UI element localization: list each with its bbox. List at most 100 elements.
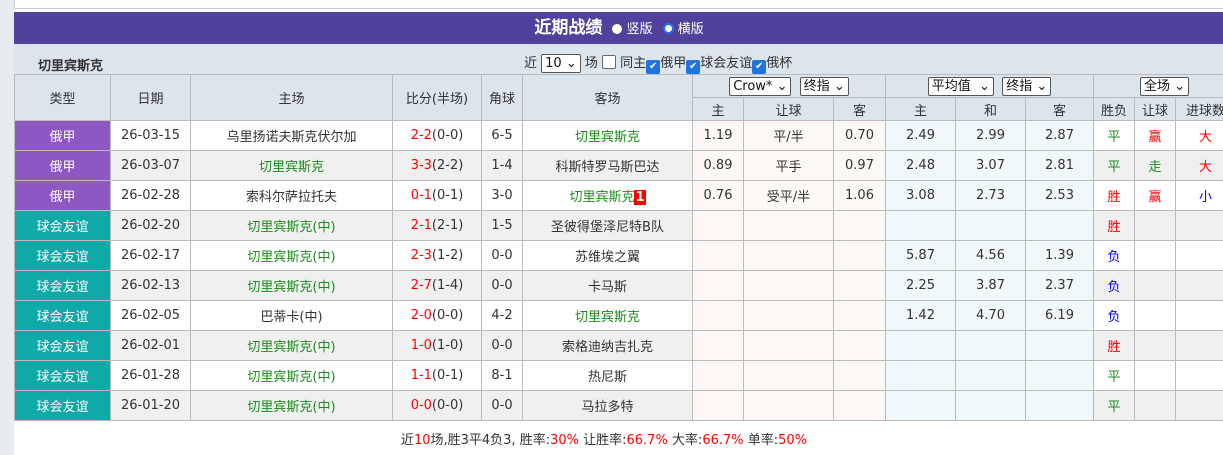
away-team[interactable]: 切里宾斯克	[522, 120, 693, 151]
avg-select[interactable]: 平均值 ⌄	[927, 76, 994, 96]
home-team[interactable]: 乌里扬诺夫斯克伏尔加	[190, 120, 393, 151]
avg-away: 2.87	[1025, 120, 1094, 151]
odds-handicap: 受平/半	[743, 180, 834, 211]
away-team[interactable]: 圣彼得堡泽尼特B队	[522, 210, 693, 241]
date-cell: 26-02-01	[110, 330, 191, 361]
odds-home	[692, 270, 744, 301]
league-cell[interactable]: 球会友谊	[14, 270, 111, 301]
avg-home: 2.49	[885, 120, 956, 151]
score-cell[interactable]: 2-7(1-4)	[392, 270, 482, 301]
odds-handicap	[743, 390, 834, 421]
league-checkbox-2[interactable]: ✔	[686, 60, 701, 74]
col-corner: 角球	[481, 74, 523, 121]
recent-record-panel: 近期战绩 竖版 横版 切里宾斯克 近 10 ⌄ 场 同主 ✔ 俄甲 ✔ 球会友谊 ✔ 俄杯 …	[14, 0, 1223, 455]
avg-home: 3.08	[885, 180, 956, 211]
handicap-result-cell	[1134, 300, 1176, 331]
avg-home: 2.48	[885, 150, 956, 181]
odds-home	[692, 390, 744, 421]
same-home-checkbox[interactable]	[602, 55, 617, 69]
odds-type-select-2[interactable]: 终指 ⌄	[1002, 76, 1052, 96]
subheader: 胜负	[1093, 97, 1135, 121]
league-cell[interactable]: 球会友谊	[14, 360, 111, 391]
avg-away: 2.37	[1025, 270, 1094, 301]
odds-away	[833, 240, 886, 271]
layout-vertical-option[interactable]: 竖版	[612, 22, 653, 37]
away-team[interactable]: 索格迪纳吉扎克	[522, 330, 693, 361]
score-cell[interactable]: 2-0(0-0)	[392, 300, 482, 331]
odds-handicap	[743, 330, 834, 361]
goals-result-cell: 小	[1175, 180, 1223, 211]
avg-draw: 4.70	[955, 300, 1026, 331]
league-checkbox-1[interactable]: ✔	[646, 60, 661, 74]
league-cell[interactable]: 俄甲	[14, 180, 111, 211]
league-cell[interactable]: 俄甲	[14, 150, 111, 181]
date-cell: 26-02-05	[110, 300, 191, 331]
avg-home	[885, 390, 956, 421]
handicap-result-cell	[1134, 390, 1176, 421]
league-cell[interactable]: 球会友谊	[14, 390, 111, 421]
home-team[interactable]: 切里宾斯克(中)	[190, 240, 393, 271]
league-cell[interactable]: 俄甲	[14, 120, 111, 151]
goals-result-cell: 大	[1175, 150, 1223, 181]
league-cell[interactable]: 球会友谊	[14, 300, 111, 331]
corner-cell: 6-5	[481, 120, 523, 151]
score-cell[interactable]: 2-3(1-2)	[392, 240, 482, 271]
layout-horizontal-option[interactable]: 横版	[662, 22, 704, 37]
table-row: 俄甲 26-03-15 乌里扬诺夫斯克伏尔加 2-2(0-0) 6-5 切里宾斯…	[14, 120, 1223, 151]
result-cell: 胜	[1093, 210, 1135, 241]
red-card-badge: 1	[634, 190, 646, 205]
away-team[interactable]: 苏维埃之翼	[522, 240, 693, 271]
avg-draw	[955, 360, 1026, 391]
score-cell[interactable]: 0-0(0-0)	[392, 390, 482, 421]
away-team[interactable]: 切里宾斯克1	[522, 180, 693, 211]
period-select[interactable]: 全场 ⌄	[1139, 76, 1190, 96]
score-cell[interactable]: 3-3(2-2)	[392, 150, 482, 181]
league-label: 俄杯	[766, 56, 793, 71]
avg-draw	[955, 330, 1026, 361]
title-bar: 近期战绩 竖版 横版	[14, 12, 1223, 44]
score-cell[interactable]: 1-0(1-0)	[392, 330, 482, 361]
score-cell[interactable]: 2-1(2-1)	[392, 210, 482, 241]
table-row: 球会友谊 26-02-17 切里宾斯克(中) 2-3(1-2) 0-0 苏维埃之…	[14, 240, 1223, 271]
subheader: 主	[885, 97, 956, 121]
home-team[interactable]: 切里宾斯克	[190, 150, 393, 181]
away-team[interactable]: 热尼斯	[522, 360, 693, 391]
score-cell[interactable]: 0-1(0-1)	[392, 180, 482, 211]
home-team[interactable]: 切里宾斯克(中)	[190, 210, 393, 241]
score-cell[interactable]: 2-2(0-0)	[392, 120, 482, 151]
league-checkbox-3[interactable]: ✔	[752, 60, 767, 74]
company-select[interactable]: Crow* ⌄	[729, 76, 792, 96]
away-team[interactable]: 卡马斯	[522, 270, 693, 301]
score-cell[interactable]: 1-1(0-1)	[392, 360, 482, 391]
result-cell: 平	[1093, 360, 1135, 391]
home-team[interactable]: 切里宾斯克(中)	[190, 270, 393, 301]
away-team[interactable]: 切里宾斯克	[522, 300, 693, 331]
home-team[interactable]: 索科尔萨拉托夫	[190, 180, 393, 211]
avg-home: 5.87	[885, 240, 956, 271]
subheader: 和	[955, 97, 1026, 121]
home-team[interactable]: 切里宾斯克(中)	[190, 390, 393, 421]
odds-handicap	[743, 210, 834, 241]
radio-icon[interactable]	[612, 24, 623, 34]
odds-type-select-1[interactable]: 终指 ⌄	[799, 76, 849, 96]
odds-home	[692, 360, 744, 391]
avg-away: 2.81	[1025, 150, 1094, 181]
home-team[interactable]: 巴蒂卡(中)	[190, 300, 393, 331]
match-count-select[interactable]: 10 ⌄	[541, 54, 581, 73]
subheader: 让球	[743, 97, 834, 121]
league-cell[interactable]: 球会友谊	[14, 210, 111, 241]
league-cell[interactable]: 球会友谊	[14, 240, 111, 271]
home-team[interactable]: 切里宾斯克(中)	[190, 360, 393, 391]
away-team[interactable]: 科斯特罗马斯巴达	[522, 150, 693, 181]
radio-selected-icon[interactable]	[662, 23, 674, 34]
away-team[interactable]: 马拉多特	[522, 390, 693, 421]
goals-result-cell	[1175, 210, 1223, 241]
table-row: 球会友谊 26-02-13 切里宾斯克(中) 2-7(1-4) 0-0 卡马斯 …	[14, 270, 1223, 301]
home-team[interactable]: 切里宾斯克(中)	[190, 330, 393, 361]
date-cell: 26-01-28	[110, 360, 191, 391]
table-row: 俄甲 26-03-07 切里宾斯克 3-3(2-2) 1-4 科斯特罗马斯巴达 …	[14, 150, 1223, 181]
odds-away: 0.70	[833, 120, 886, 151]
handicap-result-cell: 赢	[1134, 180, 1176, 211]
col-home: 主场	[190, 74, 393, 121]
league-cell[interactable]: 球会友谊	[14, 330, 111, 361]
